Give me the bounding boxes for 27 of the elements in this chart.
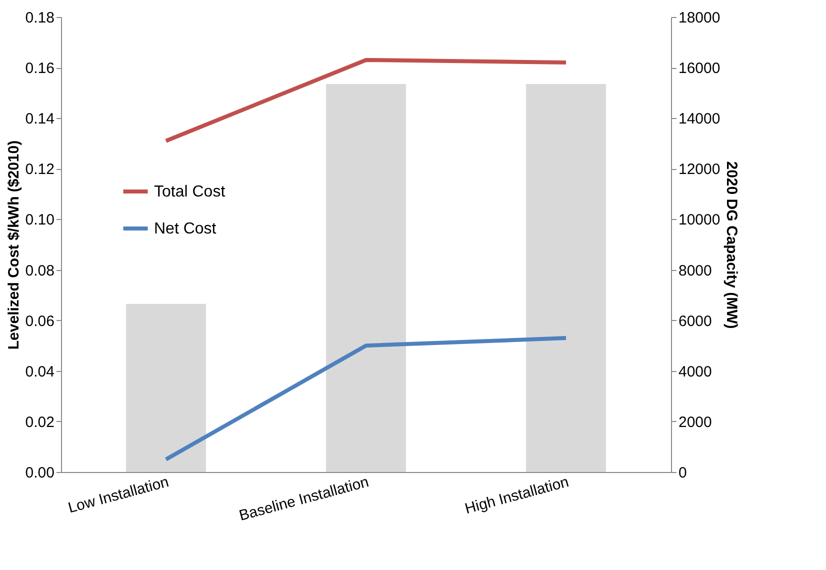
y-tick-label: 0.06 — [25, 312, 54, 330]
y-tick-label: 0.14 — [25, 110, 54, 128]
y-tick-label: 0.18 — [25, 10, 54, 26]
y-tick-label: 0.16 — [25, 60, 54, 78]
legend-label: Total Cost — [154, 184, 226, 200]
y2-tick-label: 2000 — [678, 414, 712, 431]
y-tick-label: 0.02 — [25, 414, 54, 431]
y-axis-title: Levelized Cost $/kWh ($2010) — [5, 140, 22, 350]
y2-tick-label: 12000 — [678, 161, 720, 178]
y-tick-label: 0.08 — [25, 262, 54, 280]
y2-tick-label: 18000 — [678, 10, 720, 26]
y2-tick-label: 6000 — [678, 312, 712, 330]
x-tick-label: High Installation — [463, 474, 571, 518]
y-tick-label: 0.00 — [25, 464, 54, 482]
y-tick-label: 0.12 — [25, 161, 54, 178]
y2-tick-label: 16000 — [678, 60, 720, 78]
y2-axis-title: 2020 DG Capacity (MW) — [723, 161, 740, 329]
y2-tick-label: 8000 — [678, 262, 712, 280]
legend-label: Net Cost — [154, 220, 217, 238]
y2-tick-label: 4000 — [678, 363, 712, 380]
y-tick-label: 0.10 — [25, 212, 54, 229]
y2-tick-label: 10000 — [678, 212, 720, 229]
y2-tick-label: 14000 — [678, 110, 720, 128]
y-tick-label: 0.04 — [25, 363, 54, 380]
x-tick-label: Baseline Installation — [237, 474, 371, 524]
y2-tick-label: 0 — [678, 464, 687, 482]
x-tick-label: Low Installation — [66, 474, 171, 517]
